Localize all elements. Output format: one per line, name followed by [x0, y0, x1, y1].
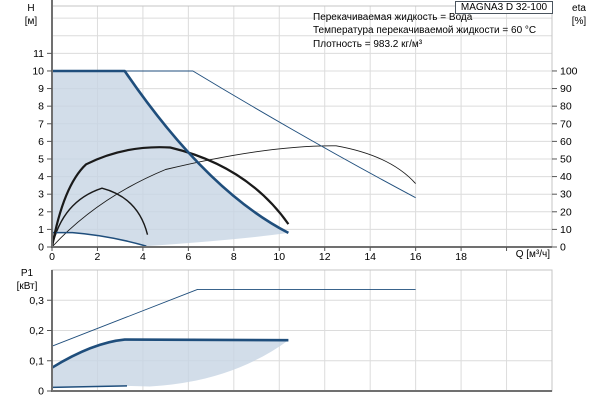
hq-chart-y2-tick-label: 80 [560, 101, 572, 113]
eta-axis-label: eta [%] [562, 3, 596, 28]
eta-axis-unit: [%] [571, 15, 587, 27]
p1-axis-unit: [кВт] [16, 280, 38, 292]
p1-chart-y-tick-label: 0,1 [29, 355, 44, 367]
p1-axis-label: P1 [кВт] [8, 268, 46, 293]
p1-min-speed-curve [51, 385, 128, 389]
pump-model-label: MAGNA3 D 32-100 [460, 2, 548, 13]
p1-chart-y-tick-label: 0 [38, 386, 44, 398]
hq-chart-y2-tick-label: 10 [560, 224, 572, 236]
p1-parallel-operation-curve [51, 288, 416, 347]
h-axis-name: H [27, 3, 35, 14]
operating-envelope-curve [52, 71, 289, 247]
hq-chart-y2-tick-label: 50 [560, 153, 572, 165]
hq-chart-x-tick-label: 0 [49, 251, 55, 263]
hq-chart-x-tick-label: 6 [185, 251, 191, 263]
hq-chart-y-tick-label: 1 [38, 224, 44, 236]
hq-chart-y2-tick-label: 30 [560, 189, 572, 201]
eta-min-speed-curve [51, 187, 149, 248]
hq-chart-y-tick-label: 2 [38, 206, 44, 218]
hq-chart-y2-tick-label: 0 [560, 242, 566, 254]
p1-envelope-curve [52, 339, 289, 388]
hq-chart-y-tick-label: 10 [32, 65, 44, 77]
hq-chart-x-tick-label: 8 [231, 251, 237, 263]
hq-chart-y-tick-label: 8 [38, 101, 44, 113]
hq-chart-x-tick-label: 2 [95, 251, 101, 263]
hq-chart-y2-tick-label: 90 [560, 83, 572, 95]
hq-chart-y2-tick-label: 70 [560, 118, 572, 130]
h-axis-label: H [м] [14, 3, 48, 28]
eta-axis-name: eta [572, 3, 586, 14]
head-min-speed-curve [52, 231, 147, 247]
hq-chart-x-tick-label: 16 [410, 251, 422, 263]
hq-chart-y2-tick-label: 40 [560, 171, 572, 183]
q-axis-label: Q [м³/ч] [515, 249, 550, 260]
h-axis-unit: [м] [24, 15, 38, 27]
p1-chart-y-tick-label: 0,2 [29, 325, 44, 337]
hq-chart-y-tick-label: 11 [33, 48, 44, 60]
hq-chart-x-tick-label: 4 [140, 251, 146, 263]
hq-chart-y-tick-label: 4 [38, 171, 44, 183]
eta-parallel-operation-curve [51, 145, 416, 248]
hq-chart-y-tick-label: 6 [38, 136, 44, 148]
hq-chart-x-tick-label: 12 [319, 251, 331, 263]
hq-chart-y2-tick-label: 20 [560, 206, 572, 218]
info-line-liquid: Перекачиваемая жидкость = Вода [313, 12, 473, 23]
hq-chart-y2-tick-label: 100 [560, 65, 578, 77]
hq-chart-y-tick-label: 7 [38, 118, 44, 130]
hq-chart-x-tick-label: 14 [364, 251, 376, 263]
hq-chart-x-tick-label: 18 [455, 251, 467, 263]
info-line-density: Плотность = 983.2 кг/м³ [313, 38, 423, 50]
hq-chart-y-tick-label: 3 [38, 189, 44, 201]
hq-chart-x-tick-label: 10 [273, 251, 285, 263]
p1-axis-name: P1 [20, 268, 34, 279]
hq-chart-y2-tick-label: 60 [560, 136, 572, 148]
eta-max-speed-curve [50, 146, 290, 248]
p1-max-speed-curve [51, 338, 289, 369]
hq-chart-y-tick-label: 0 [38, 242, 44, 254]
info-line-temperature: Температура перекачиваемой жидкости = 60… [313, 25, 537, 37]
head-parallel-operation-curve [124, 70, 416, 199]
head-max-speed-curve [52, 69, 289, 235]
hq-chart-y-tick-label: 9 [38, 83, 44, 95]
p1-chart-y-tick-label: 0,3 [29, 295, 44, 307]
pump-model-title: MAGNA3 D 32-100 [455, 1, 553, 14]
liquid-info-block: Перекачиваемая жидкость = Вода Температу… [313, 11, 536, 51]
hq-chart-y-tick-label: 5 [38, 153, 44, 165]
